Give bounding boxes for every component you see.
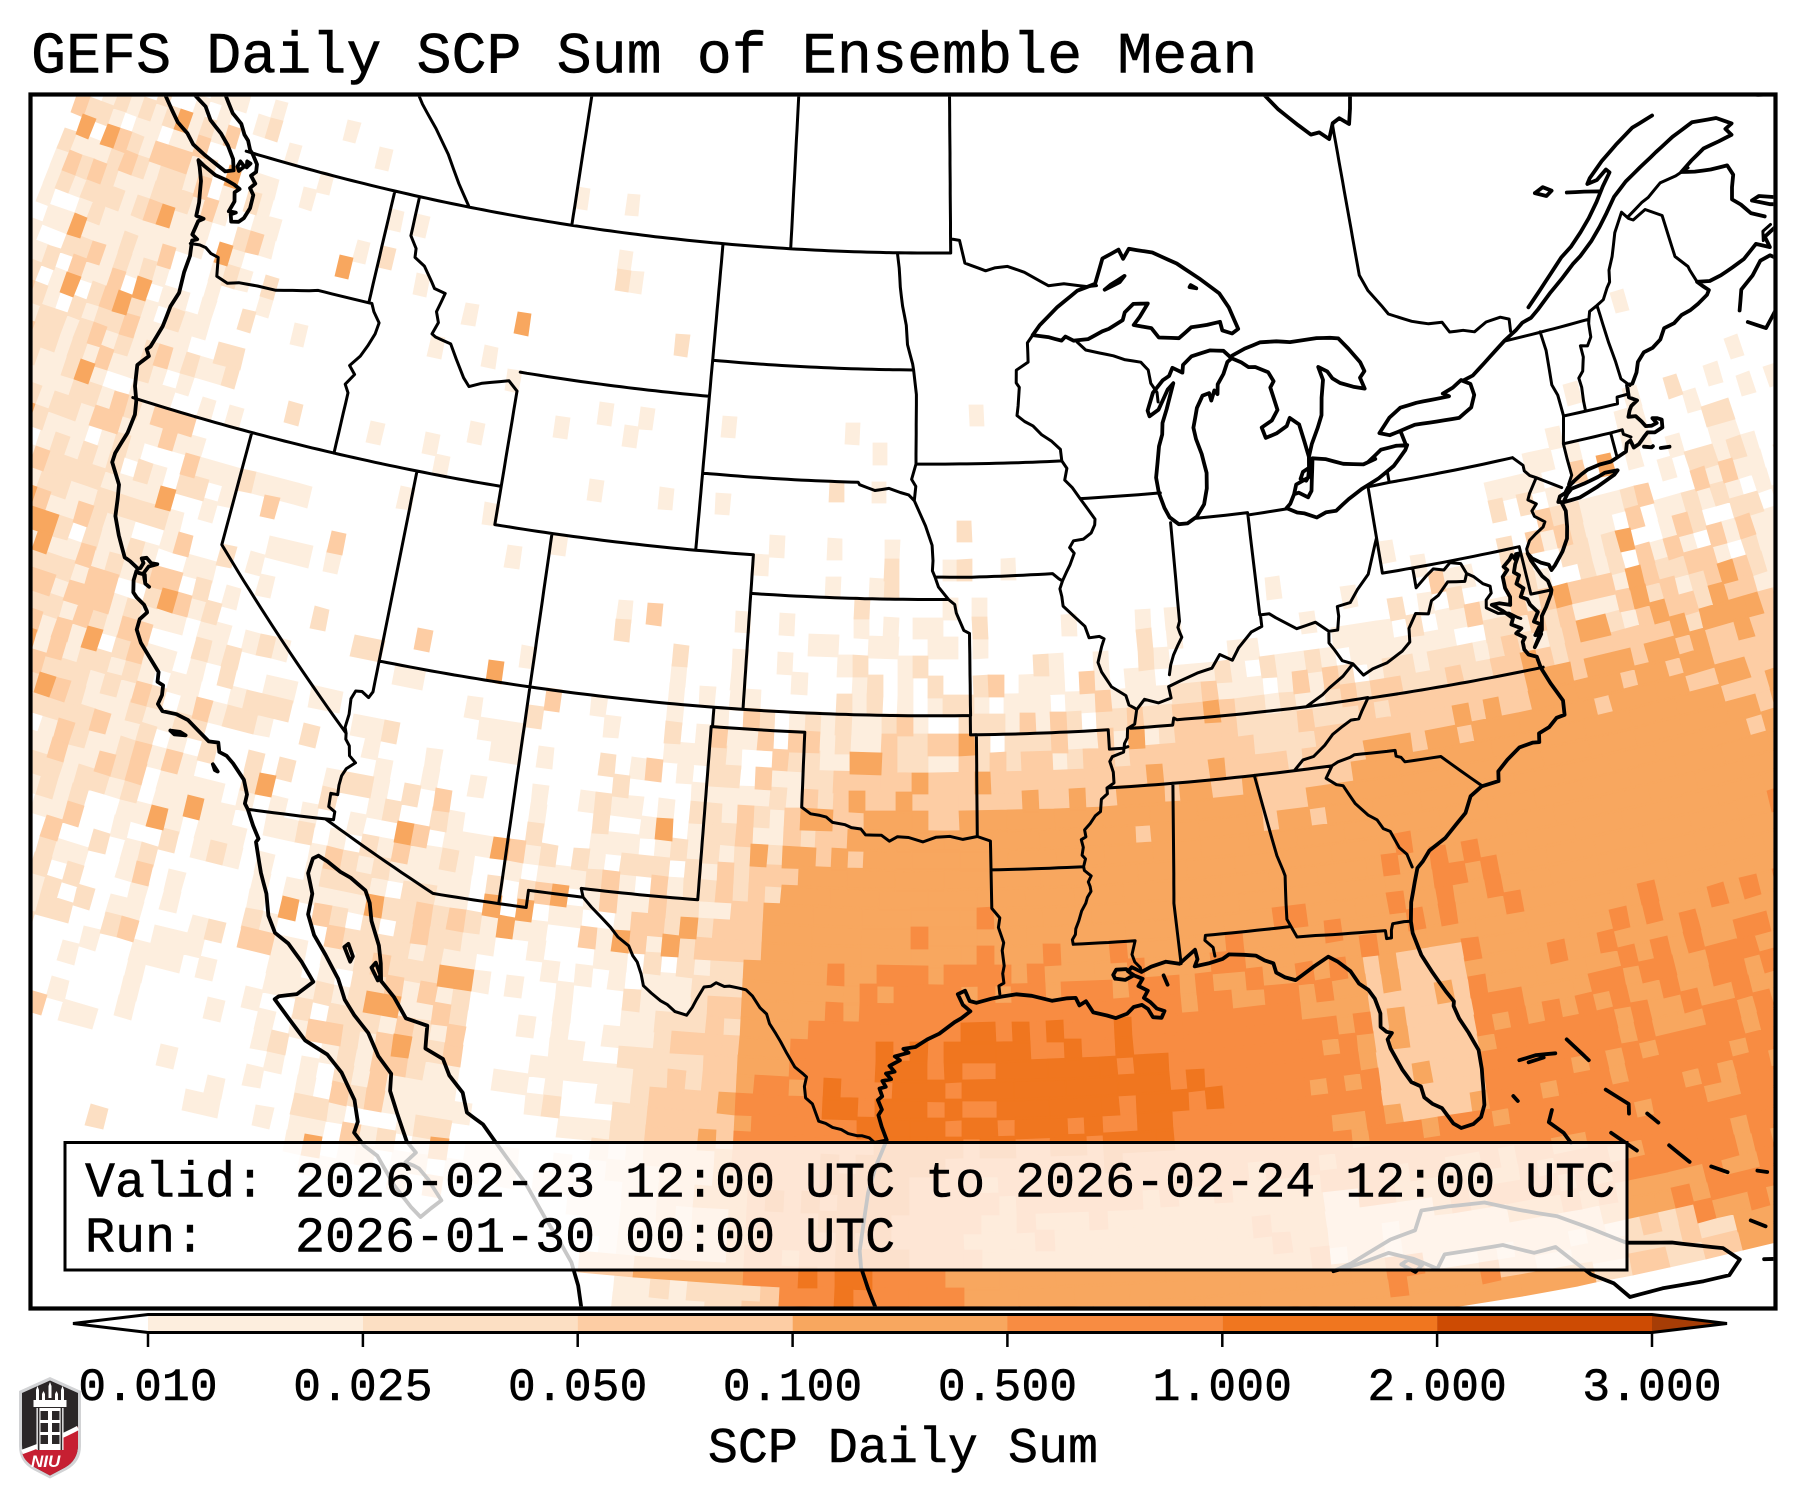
svg-text:0.100: 0.100 <box>723 1361 863 1414</box>
svg-text:NIU: NIU <box>31 1452 61 1471</box>
svg-text:2.000: 2.000 <box>1367 1361 1507 1414</box>
svg-text:3.000: 3.000 <box>1582 1361 1722 1414</box>
svg-text:SCP Daily Sum: SCP Daily Sum <box>708 1421 1098 1478</box>
svg-text:GEFS Daily SCP Sum of Ensemble: GEFS Daily SCP Sum of Ensemble Mean <box>31 24 1257 91</box>
svg-text:0.500: 0.500 <box>938 1361 1078 1414</box>
svg-text:Run: 2026-01-30 00:00 UTC: Run: 2026-01-30 00:00 UTC <box>85 1211 895 1268</box>
svg-text:Valid: 2026-02-23 12:00 UTC to: Valid: 2026-02-23 12:00 UTC to 2026-02-2… <box>85 1156 1615 1213</box>
